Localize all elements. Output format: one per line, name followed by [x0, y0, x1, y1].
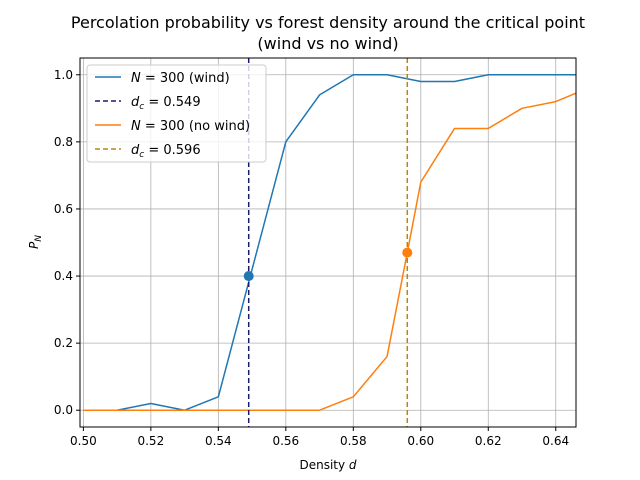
legend-critical-wind-sub: c	[139, 102, 144, 112]
x-tick-label: 0.64	[542, 434, 569, 448]
x-tick-label: 0.56	[272, 434, 299, 448]
x-tick-label: 0.62	[475, 434, 502, 448]
series-line-no-wind	[83, 92, 577, 411]
x-axis-label-prefix: Density	[299, 458, 348, 472]
legend-label-critical-no-wind: dc = 0.596	[131, 143, 201, 160]
y-axis-ticks: 0.0 0.2 0.4 0.6 0.8 1.0	[54, 68, 80, 417]
x-tick-label: 0.54	[205, 434, 232, 448]
plot-area	[83, 58, 577, 427]
y-tick-label: 0.8	[54, 135, 73, 149]
x-axis-ticks: 0.50 0.52 0.54 0.56 0.58 0.60 0.62 0.64	[70, 427, 569, 448]
x-tick-label: 0.60	[407, 434, 434, 448]
y-tick-label: 0.4	[54, 269, 73, 283]
legend-critical-wind-rest: = 0.549	[144, 95, 200, 110]
y-tick-label: 0.6	[54, 202, 73, 216]
x-tick-label: 0.52	[137, 434, 164, 448]
chart-title-line1: Percolation probability vs forest densit…	[71, 13, 585, 32]
x-axis-label: Density d	[299, 458, 356, 472]
y-tick-label: 0.2	[54, 336, 73, 350]
y-tick-label: 0.0	[54, 403, 73, 417]
legend-critical-no-wind-sub: c	[139, 150, 144, 160]
axes-frame	[79, 57, 577, 428]
legend-no-wind-var: N	[131, 119, 141, 134]
legend-critical-wind-var: d	[131, 95, 140, 110]
x-tick-label: 0.50	[70, 434, 97, 448]
legend-label-no-wind: N = 300 (no wind)	[131, 119, 250, 134]
legend-no-wind-rest: = 300 (no wind)	[141, 119, 250, 134]
y-axis-label-sub: N	[34, 235, 44, 242]
series-line-wind	[83, 74, 576, 411]
x-tick-label: 0.58	[340, 434, 367, 448]
y-axis-label-main: P	[27, 241, 41, 249]
legend-label-wind: N = 300 (wind)	[131, 71, 230, 86]
legend-label-critical-wind: dc = 0.549	[131, 95, 201, 112]
y-tick-label: 1.0	[54, 68, 73, 82]
legend-critical-no-wind-var: d	[131, 143, 140, 158]
legend: N = 300 (wind) dc = 0.549 N = 300 (no wi…	[86, 64, 267, 163]
x-axis-label-variable: d	[349, 458, 357, 472]
legend-wind-rest: = 300 (wind)	[141, 71, 230, 86]
y-axis-label: PN	[27, 235, 44, 249]
legend-critical-no-wind-rest: = 0.596	[144, 143, 200, 158]
critical-point-marker-no-wind	[402, 247, 413, 258]
chart-title-line2: (wind vs no wind)	[257, 34, 398, 53]
critical-point-marker-wind	[243, 271, 254, 282]
legend-wind-var: N	[131, 71, 141, 86]
legend-box	[86, 64, 267, 163]
